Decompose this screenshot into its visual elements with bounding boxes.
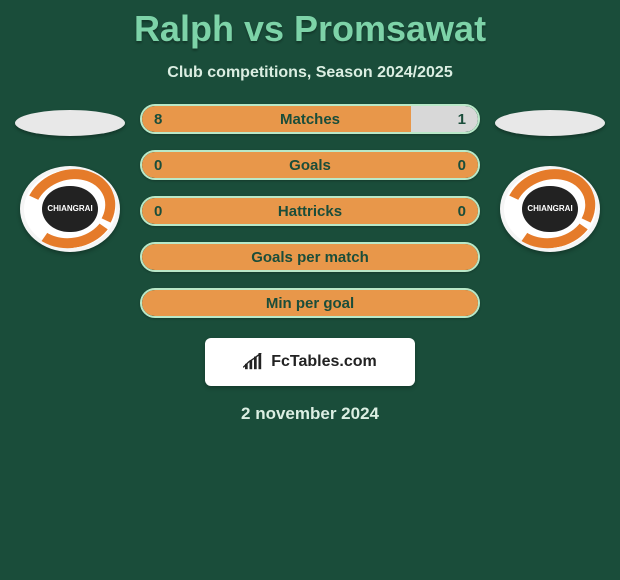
stat-bars: 8 Matches 1 0 Goals 0 0 Hattricks 0 Goal…: [140, 104, 480, 318]
club-badge-left: CHIANGRAI: [20, 166, 120, 252]
player-col-right: CHIANGRAI: [490, 104, 610, 252]
date-text: 2 november 2024: [241, 404, 379, 424]
stat-label: Goals per match: [142, 249, 478, 266]
stat-label: Matches: [142, 111, 478, 128]
stat-label: Goals: [142, 157, 478, 174]
brand-name: FcTables.com: [271, 353, 377, 371]
club-badge-right-label: CHIANGRAI: [522, 186, 577, 233]
stat-val-right: 0: [458, 157, 466, 174]
player-right-avatar: [495, 110, 605, 136]
stat-bar-gpm: Goals per match: [140, 242, 480, 272]
comparison-row: CHIANGRAI 8 Matches 1 0 Goals 0 0 H: [0, 104, 620, 318]
stat-bar-hattricks: 0 Hattricks 0: [140, 196, 480, 226]
stat-label: Hattricks: [142, 203, 478, 220]
stat-label: Min per goal: [142, 295, 478, 312]
player-left-avatar: [15, 110, 125, 136]
stat-val-right: 1: [458, 111, 466, 128]
player-col-left: CHIANGRAI: [10, 104, 130, 252]
root: Ralph vs Promsawat Club competitions, Se…: [0, 0, 620, 424]
club-badge-right: CHIANGRAI: [500, 166, 600, 252]
page-title: Ralph vs Promsawat: [134, 8, 486, 50]
stat-bar-matches: 8 Matches 1: [140, 104, 480, 134]
club-badge-left-label: CHIANGRAI: [42, 186, 97, 233]
chart-icon: [243, 353, 265, 371]
stat-bar-mpg: Min per goal: [140, 288, 480, 318]
club-badge-right-inner: CHIANGRAI: [504, 170, 596, 248]
brand-box[interactable]: FcTables.com: [205, 338, 415, 386]
stat-val-right: 0: [458, 203, 466, 220]
stat-bar-goals: 0 Goals 0: [140, 150, 480, 180]
club-badge-left-inner: CHIANGRAI: [24, 170, 116, 248]
subtitle: Club competitions, Season 2024/2025: [167, 64, 452, 82]
